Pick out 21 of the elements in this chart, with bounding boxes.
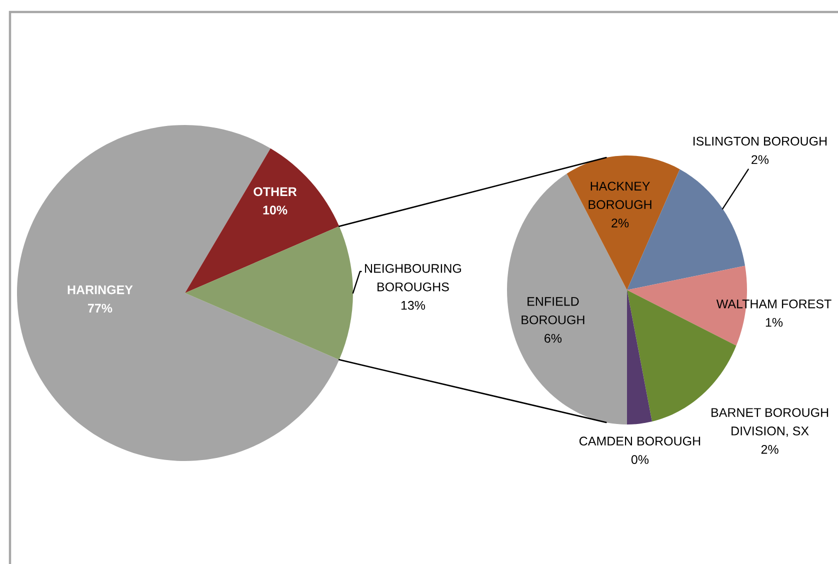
slice-label: WALTHAM FOREST bbox=[716, 299, 832, 308]
slice-label: ENFIELD BOROUGH bbox=[522, 297, 584, 324]
data-label: 2% bbox=[612, 218, 629, 228]
data-label: 2% bbox=[761, 444, 778, 454]
data-label: 13% bbox=[401, 300, 426, 310]
pie-slice bbox=[17, 125, 340, 461]
slice-label: NEIGHBOURING BOROUGHS bbox=[365, 264, 462, 292]
slice-label: CAMDEN BOROUGH bbox=[579, 436, 700, 446]
data-label: 77% bbox=[88, 304, 112, 313]
slice-label: HARINGEY bbox=[68, 285, 133, 294]
data-label: 1% bbox=[766, 318, 783, 327]
data-label: 6% bbox=[544, 334, 562, 343]
slice-label: OTHER bbox=[254, 187, 297, 196]
slice-label: BARNET BOROUGH DIVISION, SX bbox=[712, 408, 828, 437]
data-label: 10% bbox=[263, 206, 288, 215]
pie-slice bbox=[185, 148, 340, 293]
pie-slice bbox=[185, 226, 353, 360]
data-label: 0% bbox=[631, 455, 649, 464]
slice-label: HACKNEY BOROUGH bbox=[588, 182, 652, 210]
slice-label: ISLINGTON BOROUGH bbox=[694, 136, 827, 146]
data-label: 2% bbox=[752, 155, 769, 164]
